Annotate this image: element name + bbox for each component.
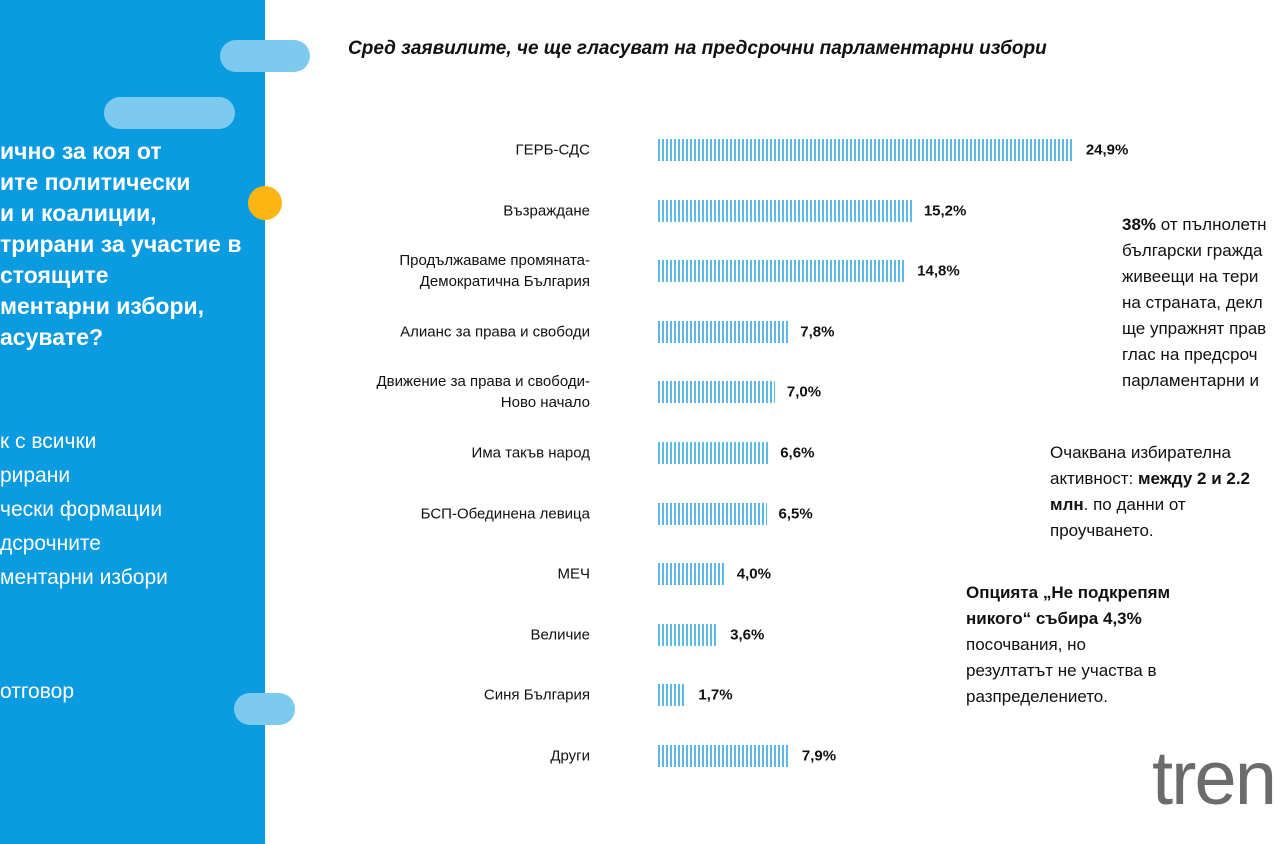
note-text: никого“ събира 4,3% [966, 609, 1142, 628]
bar [658, 320, 789, 343]
sidebar-question-line: ментарни избори, [0, 293, 205, 319]
note-text: млн [1050, 495, 1084, 514]
value-label: 3,6% [730, 626, 765, 644]
note-line: резултатът не участва в [966, 658, 1170, 684]
note-line: 38% от пълнолетн [1122, 212, 1267, 238]
sidebar-list-line: чески формации [0, 498, 163, 521]
bar [658, 139, 1074, 161]
note-text: проучването. [1050, 521, 1154, 540]
sidebar-question-line: стоящите [0, 262, 109, 288]
note-line: активност: между 2 и 2.2 [1050, 466, 1250, 492]
category-label: БСП-Обединена левица [420, 505, 590, 523]
note-line: посочвания, но [966, 632, 1170, 658]
note-text: . по данни от [1083, 495, 1186, 514]
bar [658, 502, 767, 525]
value-label: 6,6% [780, 444, 815, 462]
value-label: 7,9% [801, 747, 837, 765]
bar [658, 199, 912, 222]
note: 38% от пълнолетн български гражда живеещи … [1122, 212, 1267, 394]
note-line: Опцията „Не подкрепям [966, 580, 1170, 606]
bar [658, 563, 725, 586]
note-line: живеещи на тери [1122, 264, 1267, 290]
sidebar-list-line: ментарни избори [0, 566, 168, 589]
decor-pill [104, 97, 235, 129]
note-line: парламентарни и [1122, 368, 1267, 394]
note-text: от пълнолетн [1156, 215, 1267, 234]
note-text: парламентарни и [1122, 371, 1260, 390]
category-label: Други [550, 747, 590, 765]
category-label: Алианс за права и свободи [400, 323, 590, 341]
note: Очаквана избирателна активност: между 2 и… [1050, 440, 1250, 544]
note-text: посочвания, но [966, 635, 1086, 654]
sidebar [0, 0, 265, 844]
decor-pill [220, 40, 310, 72]
note-text: живеещи на тери [1122, 267, 1259, 286]
bar [658, 623, 719, 646]
note-line: никого“ събира 4,3% [966, 606, 1170, 632]
chart-title: Сред заявилите, че ще гласуват на предср… [348, 38, 1047, 59]
note-text: глас на предсроч [1122, 345, 1258, 364]
note-text: 38% [1122, 215, 1157, 234]
note-line: ще упражнят прав [1122, 316, 1267, 342]
bar [658, 260, 906, 283]
sidebar-list-line: дсрочните [0, 532, 101, 555]
sidebar-answer: отговор [0, 680, 74, 703]
value-label: 7,0% [786, 383, 822, 401]
note-text: между 2 и 2.2 [1137, 469, 1251, 488]
note-line: български гражда [1122, 238, 1267, 264]
category-label: Движение за права и свободи- Ново начало [376, 373, 590, 412]
category-label: МЕЧ [557, 565, 591, 583]
note-text: български гражда [1122, 241, 1263, 260]
bar [658, 442, 769, 464]
sidebar-list-line: рирани [0, 464, 71, 487]
category-label: Величие [530, 626, 590, 644]
value-label: 4,0% [736, 565, 771, 583]
bar [658, 381, 775, 404]
sidebar-question-line: ите политически [0, 169, 191, 195]
note-text: Очаквана избирателна [1050, 443, 1231, 462]
note: Опцията „Не подкрепям никого“ събира 4,3%… [966, 580, 1170, 710]
sidebar-question-line: асувате? [0, 324, 104, 350]
sidebar-question-line: ично за коя от [0, 138, 162, 164]
sidebar-list-line: к с всички [0, 430, 97, 453]
note-text: активност: [1050, 469, 1138, 488]
logo: tren [1152, 736, 1277, 821]
sidebar-question-line: и и коалиции, [0, 200, 157, 226]
note-text: на страната, декл [1122, 293, 1263, 312]
category-label: Има такъв народ [471, 444, 590, 462]
bar [658, 684, 687, 707]
note-line: на страната, декл [1122, 290, 1267, 316]
note-text: ще упражнят прав [1122, 319, 1267, 338]
decor-pill [234, 693, 295, 725]
note-line: млн. по данни от [1050, 492, 1250, 518]
decor-dot [248, 186, 282, 220]
value-label: 24,9% [1085, 141, 1129, 159]
note-line: глас на предсроч [1122, 342, 1267, 368]
note-line: Очаквана избирателна [1050, 440, 1250, 466]
value-label: 7,8% [800, 323, 835, 341]
category-label: Продължаваме промяната- Демократична Бъл… [399, 252, 590, 291]
note-line: проучването. [1050, 518, 1250, 544]
category-label: Възраждане [503, 202, 590, 220]
note-text: разпределението. [966, 687, 1108, 706]
value-label: 6,5% [778, 505, 813, 523]
note-line: разпределението. [966, 684, 1170, 710]
value-label: 1,7% [698, 686, 733, 704]
note-text: Опцията „Не подкрепям [966, 583, 1171, 602]
value-label: 14,8% [917, 262, 960, 280]
category-label: ГЕРБ-СДС [515, 141, 590, 159]
note-text: резултатът не участва в [966, 661, 1157, 680]
value-label: 15,2% [923, 202, 967, 220]
category-label: Синя България [483, 686, 590, 704]
sidebar-question-line: трирани за участие в [0, 231, 242, 257]
bar [658, 745, 790, 767]
